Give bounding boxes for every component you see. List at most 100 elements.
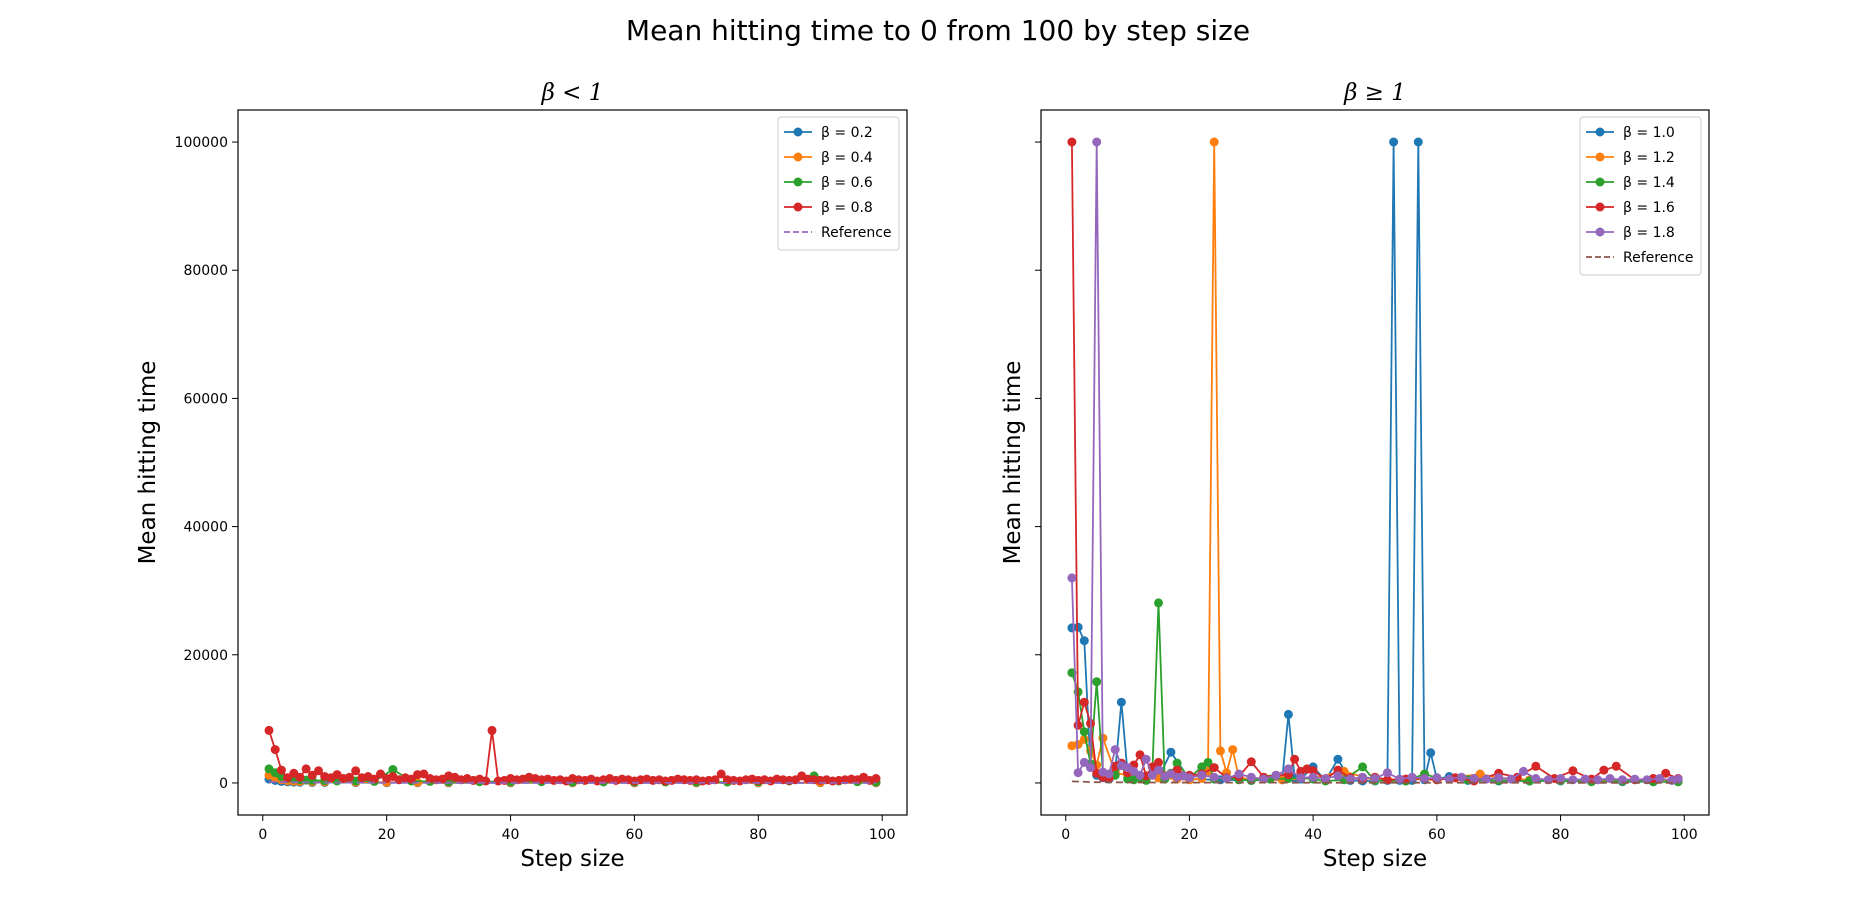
data-point	[1203, 757, 1213, 767]
data-point	[1135, 770, 1145, 780]
data-point	[1308, 766, 1318, 776]
data-point	[481, 776, 491, 786]
data-point	[1506, 774, 1516, 784]
data-point	[264, 725, 274, 735]
x-axis-label: Step size	[520, 846, 624, 872]
data-point	[1234, 769, 1244, 779]
data-point	[1092, 677, 1102, 687]
data-point	[1605, 774, 1615, 783]
data-point	[283, 773, 293, 783]
data-point	[1444, 774, 1454, 784]
data-point	[1531, 774, 1541, 783]
legend-swatch-marker	[1595, 202, 1605, 212]
data-point	[1308, 772, 1318, 782]
panel-title: β < 1	[541, 80, 604, 106]
data-point	[1481, 774, 1491, 784]
data-point	[1661, 768, 1671, 778]
data-point	[351, 766, 361, 776]
data-point	[1426, 748, 1436, 758]
data-point	[1209, 137, 1219, 147]
chart-panel-left: β < 1 Step size Mean hitting time 0 20 40 60 80…	[135, 80, 908, 872]
data-point	[345, 772, 354, 782]
data-point	[1420, 774, 1429, 783]
data-point	[1370, 774, 1380, 783]
data-point	[1079, 697, 1089, 707]
data-point	[1611, 761, 1621, 771]
legend-swatch-marker	[793, 127, 803, 137]
data-point	[1215, 746, 1225, 756]
legend-label: β = 1.2	[1623, 150, 1675, 166]
legend-label: β = 1.6	[1623, 200, 1675, 216]
x-axis-label: Step size	[1323, 846, 1427, 872]
data-point	[419, 769, 429, 779]
data-point	[1333, 771, 1343, 781]
data-point	[1556, 774, 1566, 783]
data-point	[1079, 727, 1089, 737]
data-point	[1110, 745, 1120, 755]
data-point	[1104, 769, 1114, 779]
x-tick-label: 0	[1061, 827, 1070, 843]
data-point	[1345, 774, 1355, 784]
legend: β = 1.0 β = 1.2 β = 1.4 β = 1.6 β = 1.8 Refer…	[1579, 116, 1702, 276]
y-tick-label: 20000	[183, 648, 228, 664]
data-point	[1116, 697, 1126, 707]
data-point	[1079, 636, 1089, 646]
data-point	[1073, 720, 1083, 730]
data-point	[1358, 772, 1368, 782]
legend-box	[777, 116, 900, 251]
data-point	[1395, 774, 1405, 784]
data-point	[1147, 770, 1157, 780]
legend-swatch-marker	[1595, 227, 1605, 237]
data-point	[314, 766, 323, 776]
legend-swatch-marker	[1595, 127, 1605, 137]
data-point	[1246, 757, 1256, 767]
data-point	[301, 764, 311, 774]
data-point	[1432, 773, 1442, 783]
plot-area	[264, 725, 881, 788]
data-point	[1321, 774, 1330, 783]
legend-label: β = 1.4	[1623, 175, 1675, 191]
data-point	[388, 765, 398, 774]
legend-swatch-marker	[793, 177, 803, 187]
panel-title: β ≥ 1	[1343, 80, 1406, 106]
data-point	[376, 769, 385, 779]
data-point	[1079, 757, 1089, 767]
data-point	[1599, 765, 1609, 775]
data-point	[1067, 137, 1077, 147]
data-point	[1673, 774, 1683, 784]
y-tick-label: 60000	[183, 391, 228, 407]
data-point	[1073, 622, 1083, 632]
data-point	[1172, 758, 1182, 768]
x-tick-label: 100	[1671, 827, 1698, 843]
y-axis-label: Mean hitting time	[135, 361, 161, 565]
data-point	[1222, 774, 1232, 783]
y-tick-label: 100000	[175, 135, 228, 151]
x-tick-label: 40	[502, 827, 520, 843]
data-point	[1086, 763, 1095, 773]
data-point	[1358, 762, 1368, 772]
data-point	[1209, 772, 1219, 782]
data-point	[1580, 774, 1590, 784]
data-point	[1259, 774, 1269, 784]
data-point	[1209, 763, 1219, 773]
legend-swatch-marker	[1595, 152, 1605, 162]
y-axis-label: Mean hitting time	[1000, 361, 1026, 565]
data-point	[1154, 765, 1163, 775]
data-point	[1469, 774, 1479, 783]
data-point	[307, 770, 317, 780]
data-point	[276, 765, 286, 775]
y-tick-label: 0	[219, 776, 228, 792]
legend-swatch-marker	[793, 202, 803, 212]
data-point	[369, 774, 379, 784]
data-point	[1197, 762, 1207, 772]
data-point	[1073, 768, 1083, 778]
data-point	[1067, 573, 1077, 583]
data-point	[1382, 768, 1392, 778]
data-point	[1271, 770, 1281, 780]
series-line	[1071, 780, 1679, 784]
data-point	[1518, 766, 1528, 776]
legend-swatch-marker	[793, 152, 803, 162]
x-tick-label: 20	[378, 827, 396, 843]
data-point	[1283, 709, 1293, 719]
